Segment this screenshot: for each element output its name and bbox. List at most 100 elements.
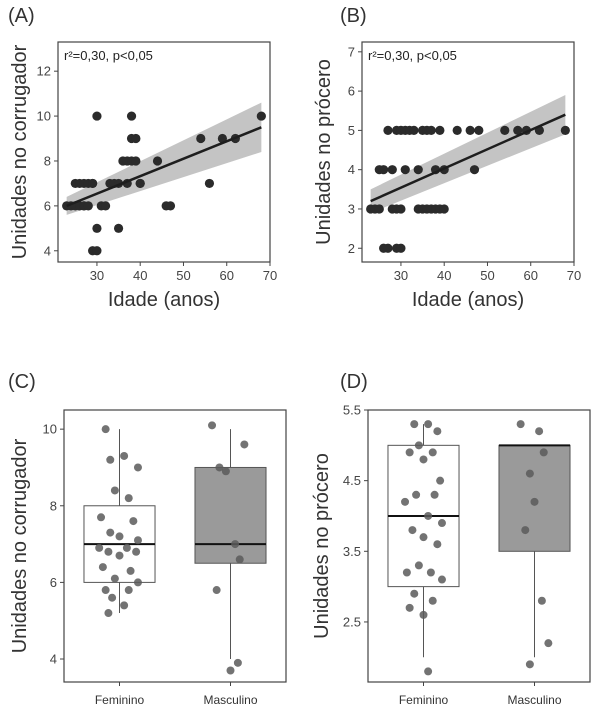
data-point (108, 593, 117, 602)
y-tick-label: 5.5 (343, 403, 361, 418)
chart-panel-3: (C) Feminino Masculino 4 6 8 10 Unidades no cor… (8, 371, 287, 707)
x-tick-label: 30 (394, 268, 408, 283)
data-point (120, 601, 129, 610)
data-point (135, 178, 145, 189)
data-point (405, 603, 414, 612)
y-tick-label: 8 (50, 498, 57, 513)
confidence-band (370, 95, 566, 213)
y-tick-label: 10 (37, 109, 51, 124)
data-point (516, 420, 525, 429)
data-point (115, 532, 124, 541)
data-point (428, 596, 437, 605)
data-point (424, 511, 433, 520)
y-tick-label: 6 (50, 575, 57, 590)
x-axis-title: Idade (anos) (412, 289, 524, 311)
data-point (433, 540, 442, 549)
data-point (402, 568, 411, 577)
x-tick-label: 70 (263, 268, 277, 283)
data-point (525, 469, 534, 478)
data-point (424, 420, 433, 429)
data-point (374, 204, 384, 214)
data-point (474, 125, 484, 135)
data-point (544, 639, 553, 648)
stats-annotation: r²=0,30, p<0,05 (64, 48, 153, 63)
panel-label: (D) (340, 371, 368, 393)
data-point (83, 201, 93, 211)
data-point (226, 666, 235, 675)
data-point (124, 494, 133, 503)
y-tick-label: 12 (37, 64, 51, 79)
data-point (419, 610, 428, 619)
regression-line (66, 126, 262, 208)
y-axis-title: Unidades no corrugador (9, 44, 31, 259)
data-point (419, 533, 428, 542)
data-point (408, 526, 417, 535)
data-point (100, 201, 111, 211)
y-tick-label: 4.5 (343, 473, 361, 488)
data-point (126, 111, 137, 121)
data-point (383, 125, 393, 135)
x-tick-label: 60 (524, 268, 538, 283)
data-point (215, 463, 224, 472)
data-point (560, 125, 570, 135)
y-tick-label: 3 (348, 201, 355, 216)
x-tick-label: 50 (176, 268, 190, 283)
data-point (452, 125, 462, 135)
data-point (133, 536, 142, 545)
y-tick-label: 5 (348, 123, 355, 138)
data-point (426, 125, 436, 135)
chart-panel-2: (B) 30 40 50 60 70 2 3 4 5 6 7 r²=0,30, p<0,05 Idade … (313, 5, 581, 311)
data-point (437, 519, 446, 528)
y-tick-label: 3.5 (343, 544, 361, 559)
data-point (412, 490, 421, 499)
data-point (256, 111, 266, 121)
data-point (92, 111, 102, 121)
panel-label: (C) (8, 371, 36, 393)
y-tick-label: 7 (348, 44, 355, 59)
data-point (208, 421, 217, 430)
data-point (537, 596, 546, 605)
data-point (98, 563, 107, 572)
data-point (115, 551, 124, 560)
data-point (396, 243, 406, 253)
data-point (122, 543, 131, 552)
box (194, 466, 267, 564)
data-point (104, 547, 113, 556)
chart-panel-1: (A) 30 40 50 60 70 4 6 8 10 12 r²=0,30, p<0,05 Idade… (8, 5, 277, 311)
data-point (539, 448, 548, 457)
data-point (133, 463, 142, 472)
data-point (106, 528, 115, 537)
y-tick-label: 4 (348, 162, 355, 177)
data-point (396, 204, 406, 214)
data-point (240, 440, 249, 449)
data-point (437, 575, 446, 584)
x-tick-label: 40 (437, 268, 451, 283)
data-point (409, 125, 419, 135)
data-point (424, 667, 433, 676)
category-label: Masculino (203, 693, 257, 707)
y-tick-label: 4 (44, 243, 51, 258)
x-tick-label: 70 (567, 268, 581, 283)
data-point (439, 204, 449, 214)
data-point (110, 574, 119, 583)
data-point (165, 201, 176, 211)
data-point (113, 223, 124, 233)
data-point (92, 246, 102, 256)
data-point (414, 441, 423, 450)
data-point (521, 526, 530, 535)
x-tick-label: 40 (133, 268, 147, 283)
data-point (465, 125, 475, 135)
data-point (92, 223, 102, 233)
data-point (401, 497, 410, 506)
data-point (110, 486, 119, 495)
y-tick-label: 6 (348, 84, 355, 99)
y-tick-label: 2 (348, 241, 355, 256)
data-point (95, 543, 104, 552)
data-point (379, 165, 389, 175)
stats-annotation: r²=0,30, p<0,05 (368, 48, 457, 63)
data-point (433, 427, 442, 436)
data-point (88, 178, 98, 189)
data-point (500, 125, 510, 135)
y-tick-label: 4 (50, 652, 57, 667)
y-tick-label: 10 (43, 422, 57, 437)
